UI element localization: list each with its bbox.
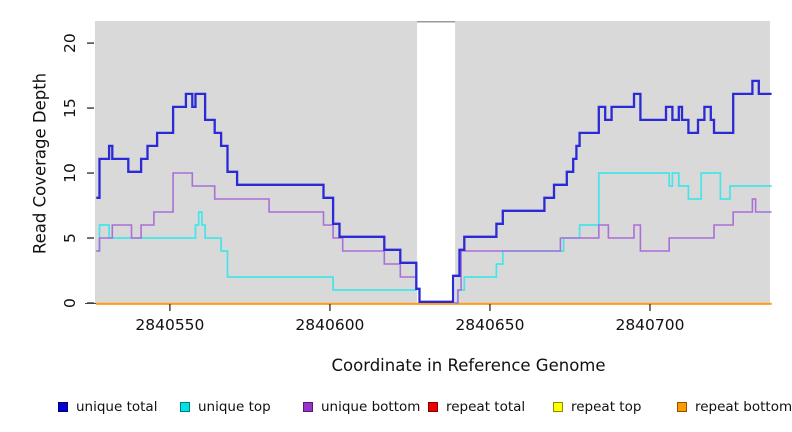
legend-item-repeat-top: repeat top (553, 399, 641, 415)
x-tick-label: 2840600 (295, 316, 364, 334)
x-axis-title: Coordinate in Reference Genome (331, 356, 606, 375)
legend-item-unique-bottom: unique bottom (303, 399, 420, 415)
legend: unique total unique top unique bottom repea… (0, 399, 792, 421)
legend-swatch-repeat-bottom (677, 402, 687, 412)
legend-label: unique top (198, 399, 271, 415)
y-tick-label: 10 (61, 163, 79, 183)
legend-item-unique-total: unique total (58, 399, 157, 415)
legend-swatch-repeat-total (428, 402, 438, 412)
x-tick-label: 2840650 (455, 316, 524, 334)
coverage-gap-band (416, 21, 456, 303)
legend-swatch-unique-bottom (303, 402, 313, 412)
legend-swatch-repeat-top (553, 402, 563, 412)
x-tick-label: 2840550 (135, 316, 204, 334)
legend-label: repeat top (571, 399, 642, 415)
series-unique-bottom (454, 198, 772, 304)
y-tick-label: 0 (61, 298, 79, 308)
series-unique-top (96, 211, 417, 291)
legend-item-repeat-bottom: repeat bottom (677, 399, 792, 415)
y-tick-label: 15 (61, 98, 79, 118)
legend-item-repeat-total: repeat total (428, 399, 525, 415)
legend-label: repeat bottom (695, 399, 792, 415)
y-axis-title: Read Coverage Depth (30, 72, 50, 255)
legend-item-unique-top: unique top (180, 399, 271, 415)
legend-label: unique total (76, 399, 158, 415)
x-axis-title-wrap: Coordinate in Reference Genome (0, 356, 792, 375)
legend-label: unique bottom (321, 399, 421, 415)
legend-label: repeat total (446, 399, 526, 415)
legend-swatch-unique-total (58, 402, 68, 412)
y-tick-label: 20 (61, 33, 79, 53)
legend-swatch-unique-top (180, 402, 190, 412)
series-unique-total (96, 79, 772, 303)
y-tick-label: 5 (61, 233, 79, 243)
x-tick-label: 2840700 (615, 316, 684, 334)
series-unique-bottom (96, 172, 417, 278)
series-unique-top (454, 172, 772, 304)
